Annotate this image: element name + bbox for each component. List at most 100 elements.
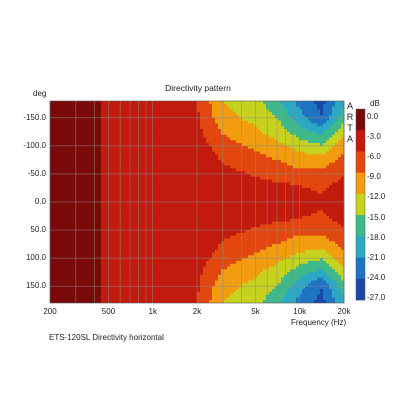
- heatmap-cell: [92, 151, 96, 155]
- heatmap-cell: [335, 159, 339, 164]
- heatmap-cell: [287, 143, 291, 147]
- heatmap-cell: [257, 182, 261, 186]
- heatmap-cell: [326, 218, 330, 223]
- heatmap-cell: [266, 145, 270, 150]
- heatmap-cell: [50, 148, 54, 152]
- heatmap-cell: [95, 202, 99, 206]
- heatmap-cell: [83, 187, 87, 192]
- heatmap-cell: [101, 157, 105, 161]
- heatmap-cell: [281, 123, 285, 127]
- heatmap-cell: [113, 224, 117, 228]
- heatmap-cell: [80, 204, 84, 209]
- heatmap-cell: [110, 238, 114, 242]
- heatmap-cell: [71, 187, 75, 192]
- heatmap-cell: [317, 151, 321, 155]
- heatmap-cell: [122, 193, 126, 197]
- heatmap-cell: [248, 140, 252, 144]
- heatmap-cell: [266, 129, 270, 133]
- heatmap-cell: [296, 187, 300, 192]
- heatmap-cell: [293, 216, 297, 220]
- heatmap-cell: [230, 137, 234, 141]
- heatmap-cell: [104, 193, 108, 197]
- heatmap-cell: [215, 216, 219, 220]
- heatmap-cell: [185, 213, 189, 217]
- heatmap-cell: [308, 182, 312, 186]
- heatmap-cell: [122, 230, 126, 234]
- heatmap-cell: [302, 213, 306, 217]
- heatmap-cell: [134, 123, 138, 127]
- heatmap-cell: [311, 185, 315, 189]
- heatmap-cell: [323, 199, 327, 203]
- heatmap-cell: [215, 143, 219, 147]
- heatmap-cell: [110, 148, 114, 152]
- heatmap-cell: [308, 204, 312, 209]
- heatmap-cell: [296, 117, 300, 122]
- heatmap-cell: [173, 140, 177, 144]
- heatmap-cell: [194, 157, 198, 161]
- heatmap-cell: [251, 173, 255, 178]
- heatmap-cell: [332, 168, 336, 172]
- heatmap-cell: [296, 154, 300, 158]
- heatmap-cell: [248, 210, 252, 214]
- heatmap-cell: [272, 165, 276, 169]
- heatmap-cell: [170, 101, 174, 105]
- heatmap-cell: [101, 199, 105, 203]
- heatmap-cell: [176, 145, 180, 150]
- heatmap-cell: [236, 143, 240, 147]
- heatmap-cell: [122, 241, 126, 245]
- heatmap-cell: [77, 227, 81, 231]
- heatmap-cell: [290, 213, 294, 217]
- heatmap-cell: [56, 140, 60, 144]
- heatmap-cell: [311, 224, 315, 228]
- heatmap-cell: [140, 196, 144, 200]
- heatmap-cell: [203, 101, 207, 105]
- heatmap-cell: [332, 151, 336, 155]
- heatmap-cell: [326, 137, 330, 141]
- heatmap-cell: [146, 227, 150, 231]
- heatmap-cell: [224, 151, 228, 155]
- heatmap-cell: [89, 179, 93, 183]
- heatmap-cell: [95, 157, 99, 161]
- heatmap-cell: [71, 241, 75, 245]
- heatmap-cell: [71, 131, 75, 136]
- heatmap-cell: [209, 241, 213, 245]
- heatmap-cell: [335, 210, 339, 214]
- heatmap-cell: [140, 129, 144, 133]
- heatmap-cell: [113, 145, 117, 150]
- heatmap-cell: [110, 202, 114, 206]
- heatmap-cell: [227, 199, 231, 203]
- heatmap-cell: [323, 193, 327, 197]
- heatmap-cell: [266, 199, 270, 203]
- heatmap-cell: [98, 131, 102, 136]
- heatmap-cell: [299, 157, 303, 161]
- heatmap-cell: [62, 165, 66, 169]
- heatmap-cell: [227, 182, 231, 186]
- heatmap-cell: [257, 185, 261, 189]
- heatmap-cell: [209, 115, 213, 119]
- heatmap-cell: [203, 162, 207, 166]
- heatmap-cell: [314, 176, 318, 180]
- heatmap-cell: [95, 145, 99, 150]
- heatmap-cell: [305, 187, 309, 192]
- heatmap-cell: [203, 176, 207, 180]
- heatmap-cell: [218, 199, 222, 203]
- heatmap-cell: [218, 120, 222, 124]
- heatmap-cell: [287, 154, 291, 158]
- heatmap-cell: [140, 151, 144, 155]
- heatmap-cell: [272, 101, 276, 105]
- heatmap-cell: [293, 235, 297, 239]
- heatmap-cell: [65, 179, 69, 183]
- heatmap-cell: [194, 196, 198, 200]
- heatmap-cell: [248, 168, 252, 172]
- heatmap-cell: [323, 123, 327, 127]
- heatmap-cell: [251, 148, 255, 152]
- heatmap-cell: [251, 187, 255, 192]
- heatmap-cell: [275, 101, 279, 105]
- heatmap-cell: [113, 235, 117, 239]
- heatmap-cell: [86, 120, 90, 124]
- heatmap-cell: [296, 112, 300, 116]
- heatmap-cell: [185, 109, 189, 113]
- heatmap-cell: [305, 162, 309, 166]
- heatmap-cell: [161, 179, 165, 183]
- heatmap-cell: [131, 235, 135, 239]
